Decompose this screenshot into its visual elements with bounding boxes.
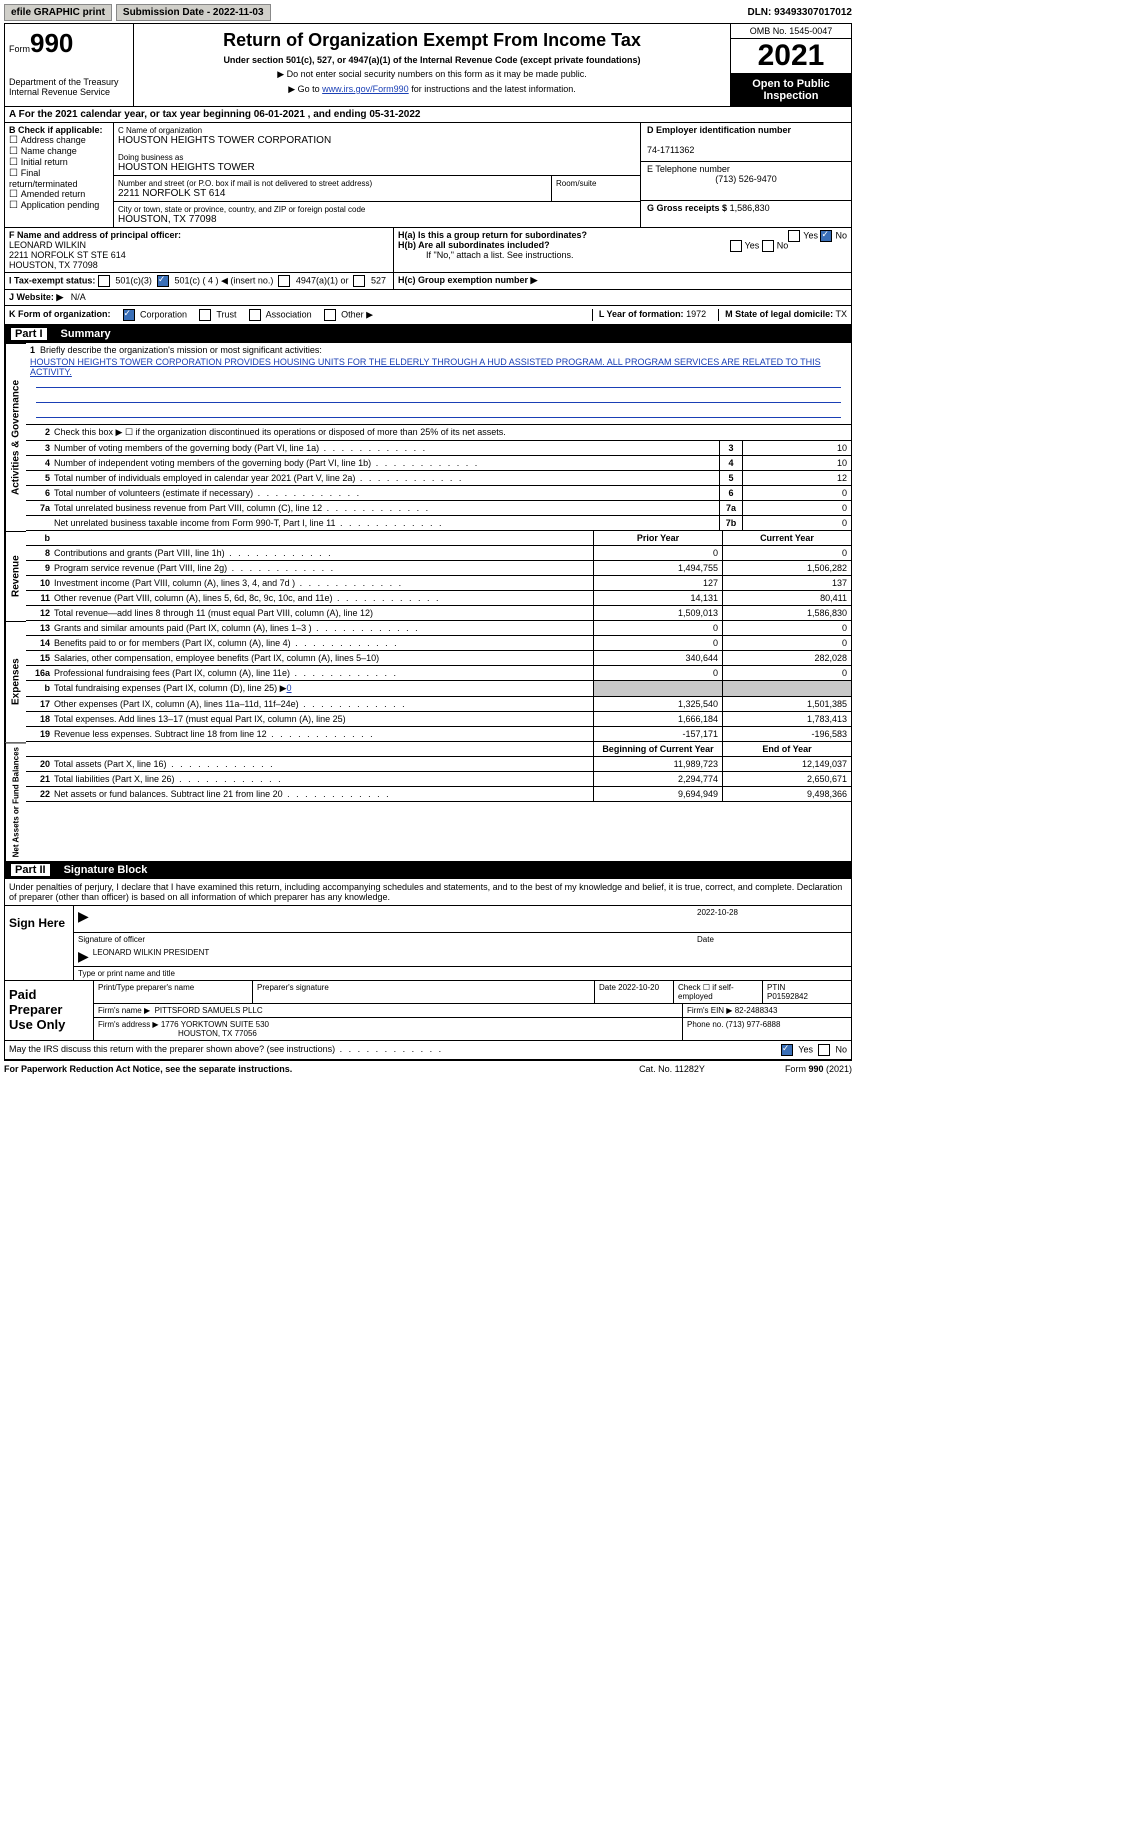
prior-10: 127 [593, 576, 722, 590]
curr-18: 1,783,413 [722, 712, 851, 726]
val-7a: 0 [742, 501, 851, 515]
may-discuss: May the IRS discuss this return with the… [4, 1041, 852, 1060]
prior-13: 0 [593, 621, 722, 635]
firm-phone: (713) 977-6888 [726, 1020, 781, 1029]
year-formation: 1972 [686, 309, 706, 319]
section-bcd: B Check if applicable: ☐ Address change … [4, 123, 852, 228]
ptin: P01592842 [767, 992, 808, 1001]
curr-20: 12,149,037 [722, 757, 851, 771]
prior-16a: 0 [593, 666, 722, 680]
prior-15: 340,644 [593, 651, 722, 665]
val-5: 12 [742, 471, 851, 485]
footer: For Paperwork Reduction Act Notice, see … [4, 1060, 852, 1077]
curr-12: 1,586,830 [722, 606, 851, 620]
city-state-zip: HOUSTON, TX 77098 [118, 214, 217, 225]
side-activities: Activities & Governance [5, 343, 26, 531]
form-title: Return of Organization Exempt From Incom… [140, 30, 724, 51]
dba-name: HOUSTON HEIGHTS TOWER [118, 162, 255, 173]
side-netassets: Net Assets or Fund Balances [5, 742, 26, 861]
prior-12: 1,509,013 [593, 606, 722, 620]
topbar: efile GRAPHIC print Submission Date - 20… [4, 4, 852, 21]
prior-18: 1,666,184 [593, 712, 722, 726]
curr-8: 0 [722, 546, 851, 560]
val-3: 10 [742, 441, 851, 455]
gross-receipts: 1,586,830 [730, 203, 770, 213]
val-4: 10 [742, 456, 851, 470]
prior-8: 0 [593, 546, 722, 560]
officer-name: LEONARD WILKIN [9, 240, 86, 250]
form-subtitle: Under section 501(c), 527, or 4947(a)(1)… [140, 55, 724, 65]
irs-link[interactable]: www.irs.gov/Form990 [322, 84, 409, 94]
prior-17: 1,325,540 [593, 697, 722, 711]
sign-here: Sign Here ▶ 2022-10-28 Signature of offi… [4, 906, 852, 981]
val-6: 0 [742, 486, 851, 500]
section-fh: F Name and address of principal officer:… [4, 228, 852, 273]
section-i: I Tax-exempt status: 501(c)(3) 501(c) ( … [4, 273, 852, 290]
paid-preparer: Paid Preparer Use Only Print/Type prepar… [4, 981, 852, 1041]
col-c: C Name of organization HOUSTON HEIGHTS T… [114, 123, 641, 227]
state-domicile: TX [835, 309, 847, 319]
curr-19: -196,583 [722, 727, 851, 741]
curr-9: 1,506,282 [722, 561, 851, 575]
prior-14: 0 [593, 636, 722, 650]
part1-bar: Part I Summary [4, 325, 852, 343]
curr-13: 0 [722, 621, 851, 635]
prior-11: 14,131 [593, 591, 722, 605]
note-link: ▶ Go to www.irs.gov/Form990 for instruct… [140, 84, 724, 95]
prior-20: 11,989,723 [593, 757, 722, 771]
open-inspection: Open to Public Inspection [731, 74, 851, 106]
omb-number: OMB No. 1545-0047 [731, 24, 851, 39]
dln: DLN: 93493307017012 [747, 7, 852, 18]
curr-14: 0 [722, 636, 851, 650]
prior-9: 1,494,755 [593, 561, 722, 575]
note-ssn: ▶ Do not enter social security numbers o… [140, 69, 724, 80]
street-address: 2211 NORFOLK ST 614 [118, 188, 225, 199]
mission-block: 1 Briefly describe the organization's mi… [26, 343, 851, 425]
side-revenue: Revenue [5, 531, 26, 621]
tax-year-row: A For the 2021 calendar year, or tax yea… [4, 107, 852, 123]
declaration: Under penalties of perjury, I declare th… [4, 879, 852, 906]
ein: 74-1711362 [647, 145, 694, 155]
curr-15: 282,028 [722, 651, 851, 665]
prior-21: 2,294,774 [593, 772, 722, 786]
section-j: J Website: ▶ N/A [4, 290, 852, 306]
sig-date: 2022-10-28 [697, 908, 847, 930]
officer-printed: LEONARD WILKIN PRESIDENT [93, 948, 209, 964]
curr-11: 80,411 [722, 591, 851, 605]
website: N/A [71, 292, 86, 302]
submission-date: Submission Date - 2022-11-03 [116, 4, 271, 21]
check-corp [123, 309, 135, 321]
check-may-yes [781, 1044, 793, 1056]
prior-22: 9,694,949 [593, 787, 722, 801]
section-klm: K Form of organization: Corporation Trus… [4, 306, 852, 325]
form-number: Form990 [9, 28, 129, 59]
dept-label: Department of the Treasury Internal Reve… [9, 77, 129, 97]
curr-16a: 0 [722, 666, 851, 680]
mission-text: HOUSTON HEIGHTS TOWER CORPORATION PROVID… [30, 357, 847, 377]
tax-year: 2021 [731, 39, 851, 74]
prior-19: -157,171 [593, 727, 722, 741]
org-name: HOUSTON HEIGHTS TOWER CORPORATION [118, 135, 331, 146]
curr-10: 137 [722, 576, 851, 590]
curr-17: 1,501,385 [722, 697, 851, 711]
side-expenses: Expenses [5, 621, 26, 742]
curr-21: 2,650,671 [722, 772, 851, 786]
part2-bar: Part II Signature Block [4, 861, 852, 879]
firm-ein: 82-2488343 [735, 1006, 778, 1015]
phone: (713) 526-9470 [647, 174, 845, 184]
check-501c4 [157, 275, 169, 287]
form-header: Form990 Department of the Treasury Inter… [4, 23, 852, 107]
col-b: B Check if applicable: ☐ Address change … [5, 123, 114, 227]
col-d: D Employer identification number 74-1711… [641, 123, 851, 227]
curr-22: 9,498,366 [722, 787, 851, 801]
part1-body: Activities & Governance 1 Briefly descri… [4, 343, 852, 531]
efile-button[interactable]: efile GRAPHIC print [4, 4, 112, 21]
firm-name: PITTSFORD SAMUELS PLLC [155, 1006, 263, 1015]
val-7b: 0 [742, 516, 851, 530]
